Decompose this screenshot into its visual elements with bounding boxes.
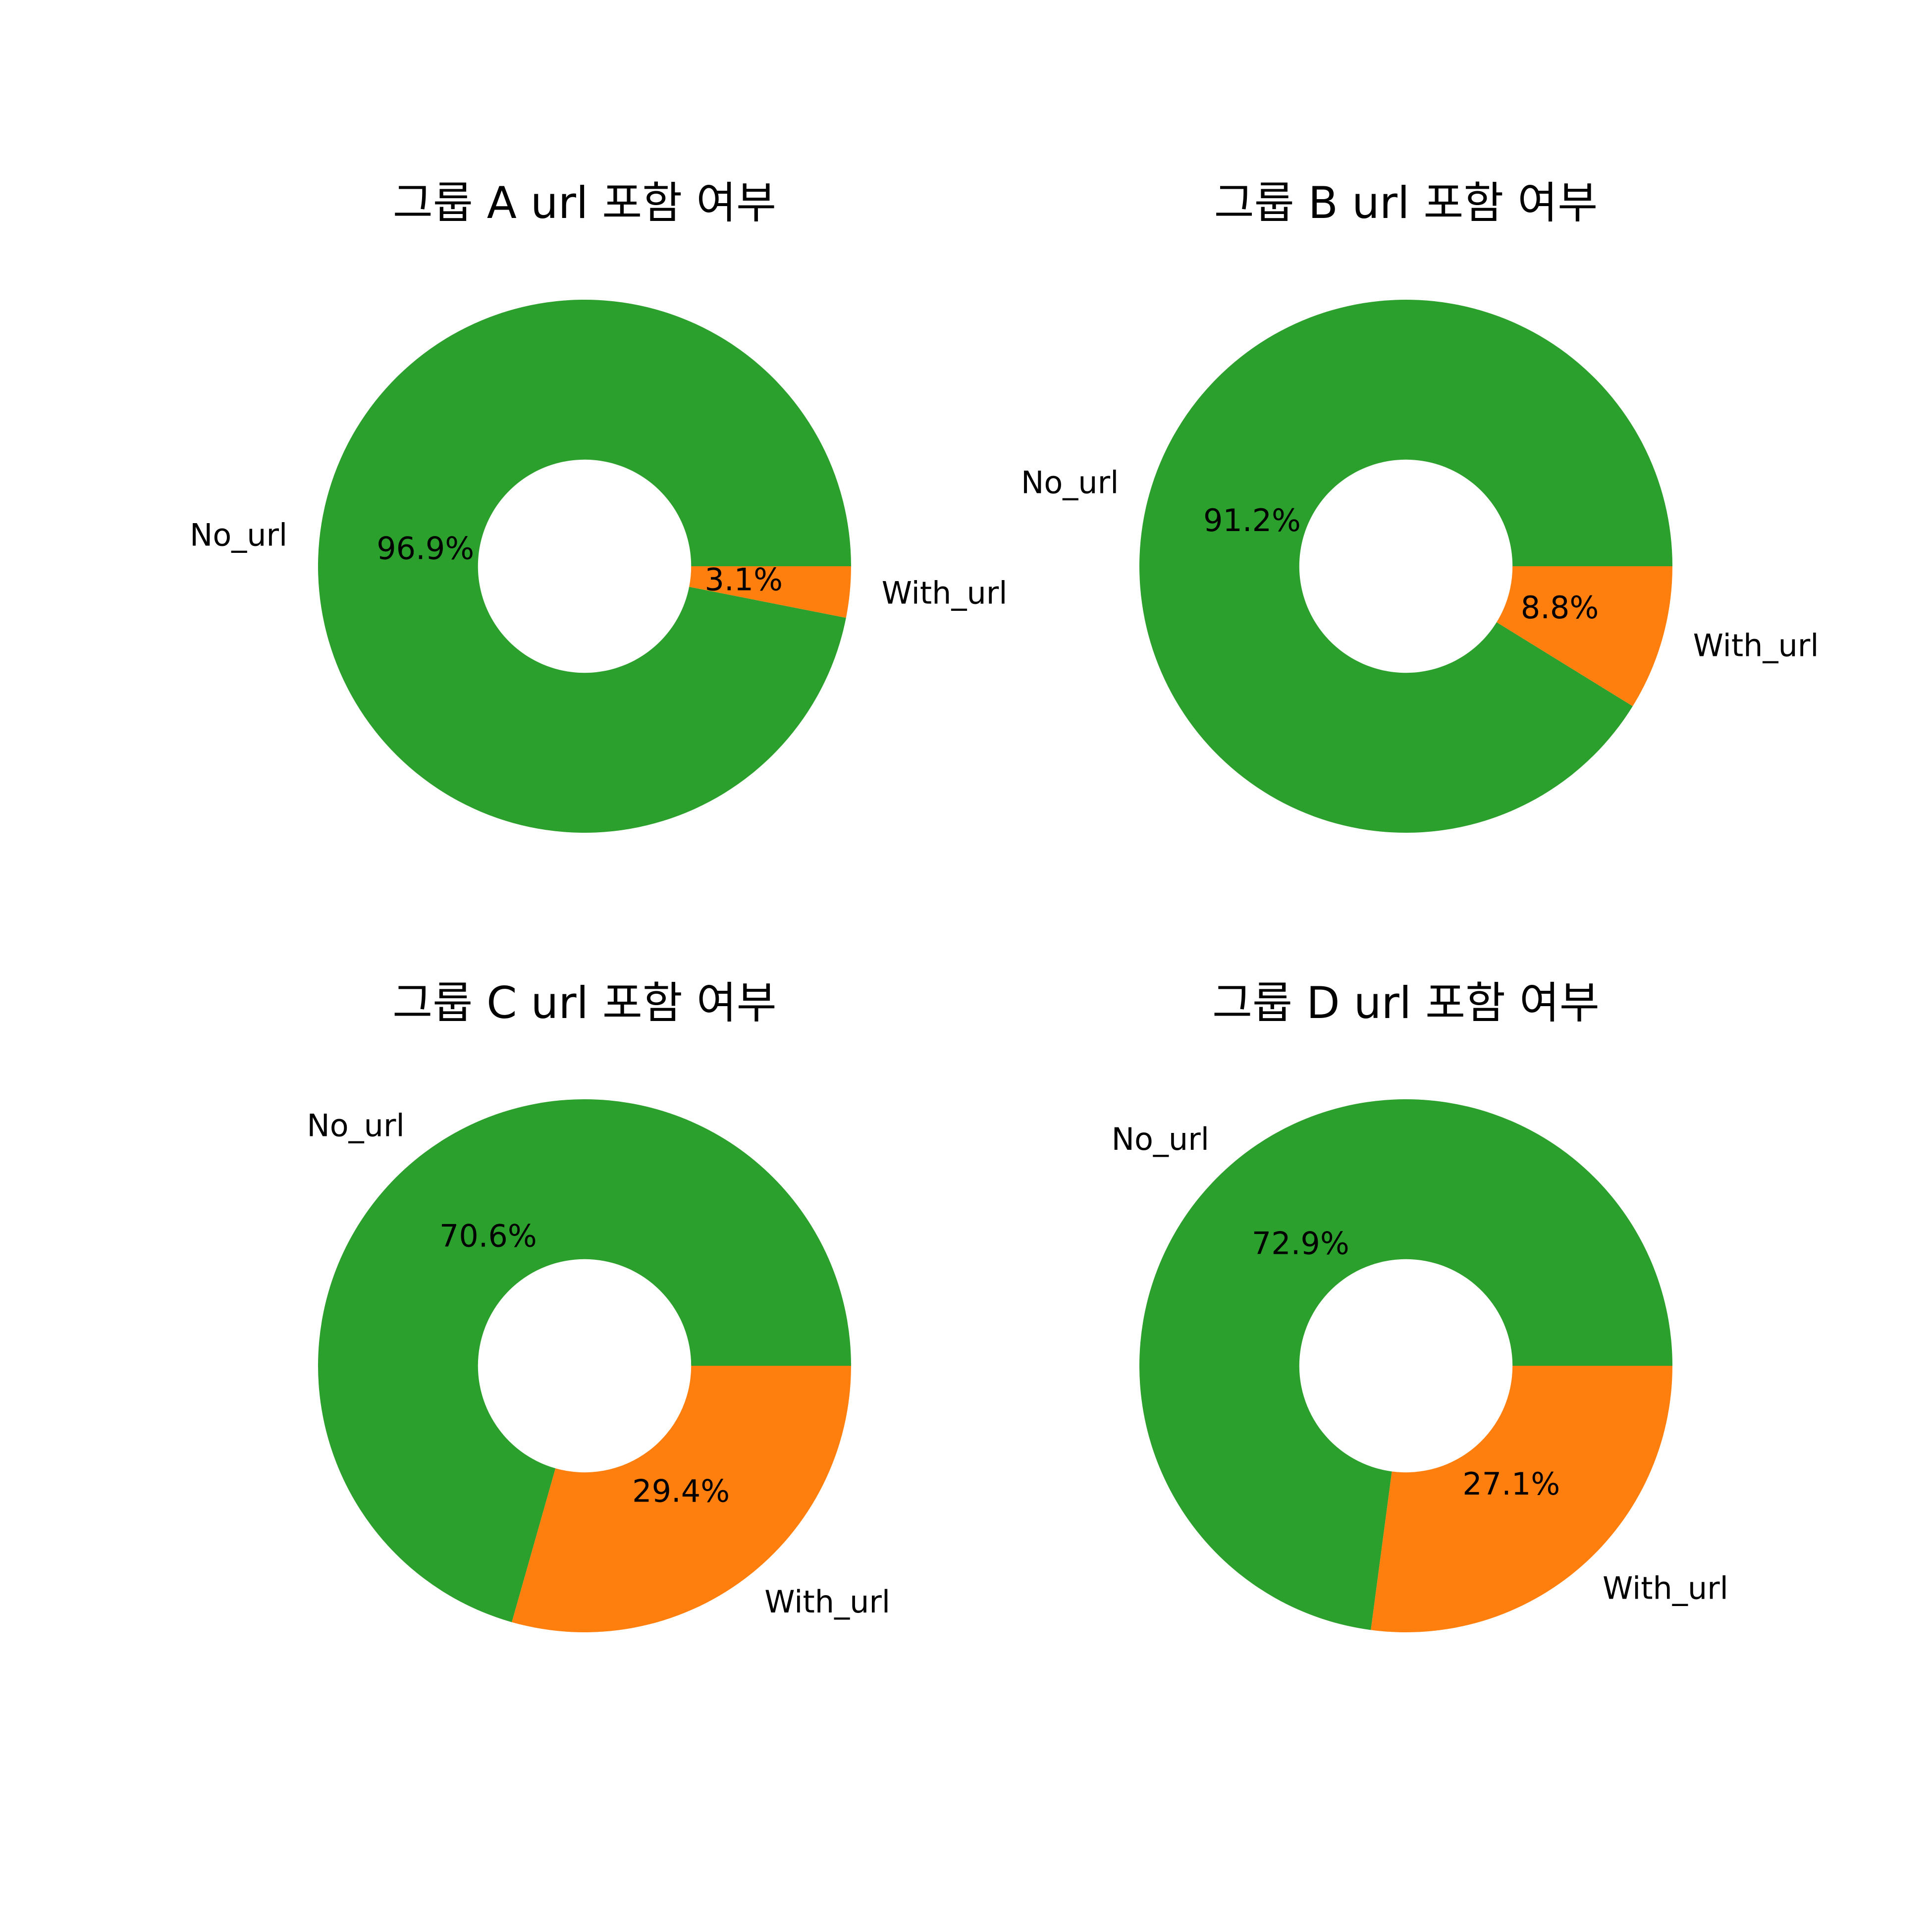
pie-slice-with-url (512, 1366, 851, 1632)
slice-label: With_url (764, 1584, 890, 1620)
pie-slice-no-url (318, 1099, 851, 1622)
pie-slice-no-url (1139, 1099, 1672, 1630)
slice-label: No_url (1021, 465, 1119, 501)
slice-label: No_url (190, 517, 287, 553)
pct-label: 27.1% (1462, 1466, 1560, 1502)
slice-label: With_url (1603, 1570, 1728, 1606)
pct-label: 8.8% (1521, 590, 1599, 626)
chart-d: 그룹 D url 포함 여부 No_url 72.9% With_url 27.1% (1112, 977, 1728, 1632)
pie-slice-with-url (689, 566, 851, 618)
chart-title: 그룹 C url 포함 여부 (392, 977, 777, 1028)
pct-label: 72.9% (1252, 1225, 1349, 1261)
pct-label: 29.4% (632, 1473, 730, 1509)
pie-slice-no-url (318, 299, 851, 833)
slice-label: No_url (1112, 1121, 1209, 1157)
pct-label: 96.9% (376, 531, 474, 567)
pie-slice-no-url (1139, 299, 1672, 833)
chart-c: 그룹 C url 포함 여부 No_url 70.6% With_url 29.4% (307, 977, 890, 1632)
pie-slice-with-url (1371, 1366, 1672, 1632)
chart-title: 그룹 D url 포함 여부 (1212, 977, 1600, 1028)
chart-title: 그룹 A url 포함 여부 (393, 177, 776, 228)
chart-title: 그룹 B url 포함 여부 (1214, 177, 1598, 228)
pie-slice-with-url (1497, 566, 1672, 706)
chart-a: 그룹 A url 포함 여부 No_url 96.9% With_url 3.1% (190, 177, 1008, 833)
slice-label: With_url (1693, 628, 1819, 664)
pct-label: 3.1% (705, 561, 783, 597)
slice-label: With_url (882, 575, 1008, 611)
pct-label: 91.2% (1203, 502, 1301, 538)
pct-label: 70.6% (439, 1218, 537, 1254)
chart-b: 그룹 B url 포함 여부 No_url 91.2% With_url 8.8% (1021, 177, 1819, 833)
slice-label: No_url (307, 1107, 404, 1143)
